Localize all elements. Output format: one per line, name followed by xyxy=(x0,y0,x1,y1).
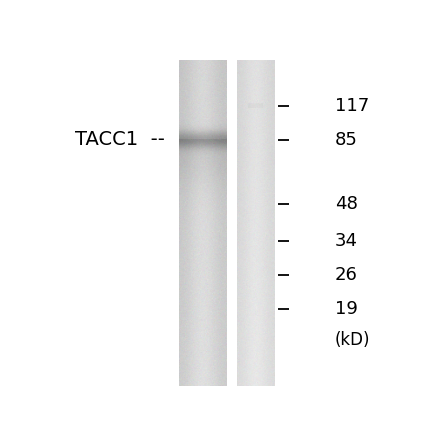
Text: 34: 34 xyxy=(334,232,358,250)
Text: 85: 85 xyxy=(334,131,357,149)
Text: 19: 19 xyxy=(334,300,357,318)
Text: TACC1  --: TACC1 -- xyxy=(76,130,165,149)
Text: (kD): (kD) xyxy=(334,331,370,349)
Text: 117: 117 xyxy=(334,97,369,115)
Text: 26: 26 xyxy=(334,266,357,284)
Text: 48: 48 xyxy=(334,195,357,213)
